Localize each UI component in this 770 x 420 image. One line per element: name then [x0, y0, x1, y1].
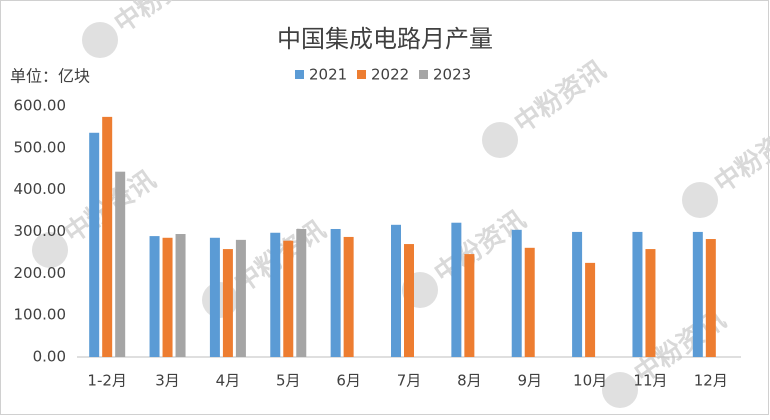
x-tick-label: 7月 — [397, 372, 422, 390]
bar — [632, 231, 643, 357]
x-tick-label: 4月 — [216, 372, 241, 390]
watermark-logo — [602, 372, 638, 408]
legend-swatch — [357, 70, 366, 79]
legend-swatch — [295, 70, 304, 79]
bar — [705, 239, 716, 357]
bar — [89, 132, 100, 357]
bar — [209, 237, 220, 357]
x-tick-label: 5月 — [276, 372, 301, 390]
bar — [572, 231, 583, 357]
bar — [222, 249, 233, 357]
y-tick-label: 300.00 — [14, 222, 67, 240]
watermark-logo — [82, 22, 118, 58]
y-tick-label: 0.00 — [33, 348, 66, 366]
bar — [391, 224, 401, 357]
x-tick-label: 8月 — [457, 372, 482, 390]
y-unit-label: 单位：亿块 — [10, 67, 90, 86]
bar — [511, 229, 522, 357]
y-tick-label: 100.00 — [14, 306, 67, 324]
bar — [162, 237, 173, 357]
legend-label: 2021 — [309, 66, 347, 84]
bar — [692, 231, 703, 357]
legend-swatch — [419, 70, 428, 79]
y-tick-label: 200.00 — [14, 264, 67, 282]
bar — [585, 262, 596, 357]
y-tick-label: 400.00 — [14, 180, 67, 198]
watermark-logo — [32, 232, 68, 268]
watermark-logo — [682, 182, 718, 218]
x-tick-label: 9月 — [517, 372, 542, 390]
bar — [175, 234, 186, 357]
x-tick-label: 3月 — [155, 372, 180, 390]
y-tick-label: 500.00 — [14, 138, 67, 156]
x-tick-label: 10月 — [573, 372, 607, 390]
legend-label: 2022 — [371, 66, 409, 84]
legend-label: 2023 — [433, 66, 471, 84]
x-tick-label: 1-2月 — [87, 372, 127, 390]
x-tick-label: 6月 — [336, 372, 361, 390]
bar — [645, 249, 656, 357]
bar — [464, 254, 475, 357]
x-tick-label: 11月 — [633, 372, 667, 390]
bar — [235, 239, 246, 357]
y-tick-label: 600.00 — [14, 97, 67, 115]
bar — [102, 116, 113, 357]
watermark-logo — [482, 122, 518, 158]
bar — [343, 236, 354, 357]
bar — [296, 228, 307, 357]
bar — [524, 247, 535, 357]
bar — [451, 222, 462, 357]
bar — [270, 232, 281, 357]
bar — [330, 228, 341, 357]
chart-title: 中国集成电路月产量 — [277, 25, 493, 53]
bar — [283, 240, 294, 357]
x-tick-label: 12月 — [694, 372, 728, 390]
bar — [115, 171, 126, 357]
bar — [149, 236, 160, 357]
bar — [404, 244, 414, 357]
